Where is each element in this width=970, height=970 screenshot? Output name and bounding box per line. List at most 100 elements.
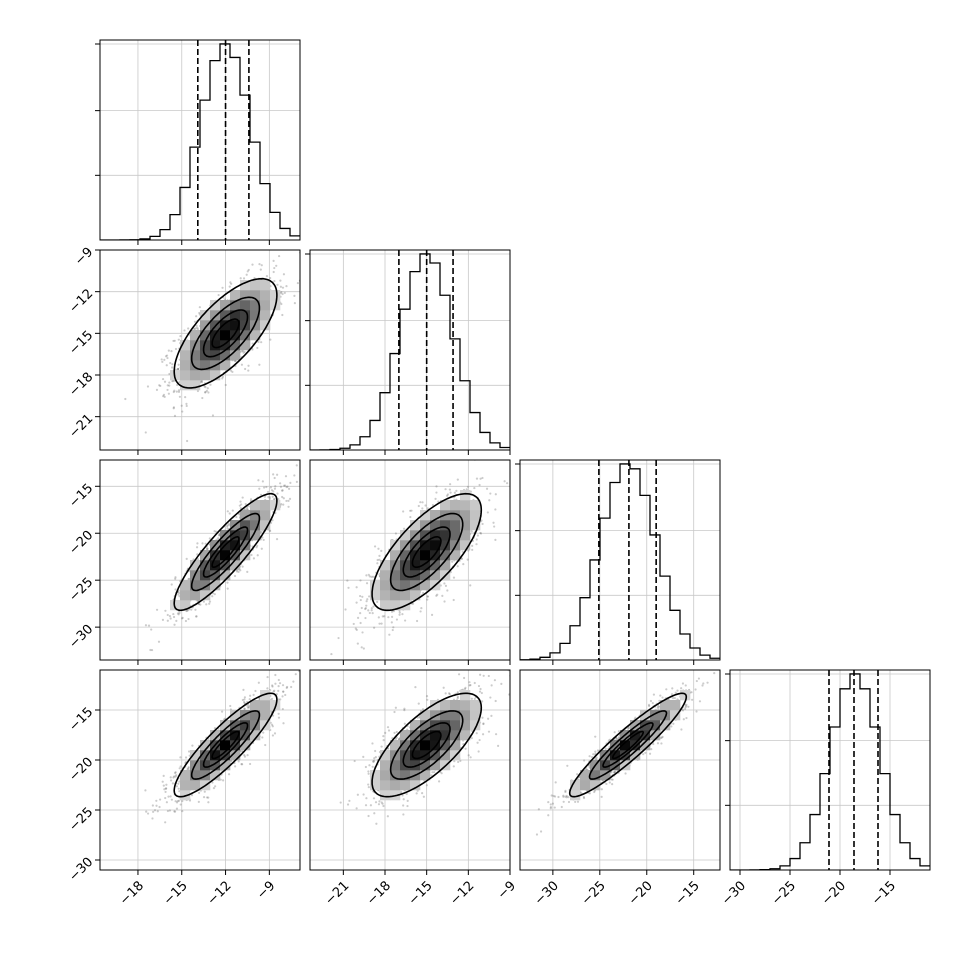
scatter-point	[251, 342, 254, 345]
contour-level-1	[588, 710, 668, 780]
density-cell	[440, 730, 451, 741]
density-cell	[240, 550, 251, 561]
scatter-point	[549, 803, 552, 806]
density-cell	[200, 360, 211, 371]
scatter-point	[373, 757, 376, 760]
density-cell	[200, 760, 211, 771]
scatter-point	[162, 784, 165, 787]
contour-level-2	[602, 722, 654, 768]
scatter-point	[186, 767, 189, 771]
scatter-point	[372, 797, 376, 800]
scatter-point	[221, 375, 225, 378]
density-cell	[200, 570, 211, 581]
scatter-point	[582, 795, 585, 799]
scatter-point	[431, 771, 434, 774]
scatter-point	[564, 790, 567, 794]
scatter-point	[400, 790, 403, 793]
scatter-point	[440, 772, 443, 775]
density-cell	[420, 550, 431, 561]
panel-2-2	[515, 459, 721, 665]
density-cell	[220, 570, 231, 581]
scatter-point	[164, 790, 167, 794]
density-cell	[220, 300, 231, 311]
scatter-point	[208, 537, 211, 540]
scatter-point	[244, 367, 247, 371]
scatter-point	[535, 833, 539, 836]
scatter-point	[258, 263, 261, 266]
density-cell	[410, 590, 421, 601]
scatter-point	[594, 750, 597, 753]
scatter-point	[161, 780, 164, 783]
density-cell	[380, 760, 391, 771]
density-cell	[190, 780, 201, 791]
scatter-point	[273, 689, 276, 692]
scatter-point	[172, 406, 175, 409]
density-cell	[230, 320, 241, 331]
scatter-point	[647, 703, 651, 706]
scatter-point	[615, 737, 618, 740]
scatter-point	[269, 486, 273, 489]
scatter-point	[426, 595, 429, 598]
density-cell	[200, 590, 211, 601]
panel-3-0: −30−25−20−15−18 −15 −12 −9	[66, 669, 301, 908]
scatter-point	[172, 615, 176, 619]
density-cell	[210, 340, 221, 351]
scatter-point	[371, 612, 374, 615]
scatter-point	[446, 589, 449, 592]
panel-frame	[729, 669, 931, 871]
density-cell	[190, 560, 201, 571]
scatter-point	[401, 613, 404, 616]
scatter-point	[512, 478, 514, 480]
scatter-point	[489, 492, 492, 495]
scatter-point	[287, 487, 291, 490]
scatter-point	[195, 546, 199, 549]
scatter-point	[167, 795, 170, 798]
scatter-point	[260, 530, 263, 533]
scatter-point	[576, 773, 579, 776]
scatter-point	[161, 377, 165, 381]
scatter-point	[276, 492, 279, 495]
scatter-point	[166, 619, 169, 622]
scatter-point	[286, 485, 289, 488]
scatter-point	[230, 282, 233, 285]
scatter-point	[552, 794, 555, 798]
scatter-point	[285, 499, 288, 503]
scatter-point	[173, 810, 176, 813]
density-cell	[440, 720, 451, 731]
x-tick-label: −12	[205, 878, 235, 908]
scatter-point	[176, 367, 180, 371]
scatter-point	[281, 707, 284, 711]
scatter-point	[371, 760, 375, 763]
scatter-point	[695, 710, 698, 713]
density-cell	[380, 770, 391, 781]
scatter-point	[475, 543, 478, 546]
scatter-point	[613, 731, 616, 734]
scatter-point	[479, 531, 482, 535]
scatter-point	[259, 268, 262, 271]
density-cell	[370, 580, 381, 591]
scatter-point	[608, 781, 611, 784]
scatter-point	[356, 793, 359, 796]
density-cell	[430, 760, 441, 771]
scatter-point	[277, 716, 281, 719]
density-cell	[230, 350, 241, 361]
scatter-point	[421, 708, 425, 711]
scatter-point	[373, 626, 376, 629]
scatter-point	[628, 727, 631, 730]
scatter-point	[433, 771, 436, 774]
scatter-point	[171, 782, 175, 785]
scatter-point	[245, 273, 248, 276]
density-cell	[250, 710, 261, 721]
density-cell	[220, 360, 231, 371]
scatter-point	[262, 538, 265, 542]
scatter-point	[164, 355, 168, 358]
density-cell	[380, 780, 391, 791]
scatter-point	[368, 575, 371, 578]
scatter-point	[377, 547, 380, 550]
scatter-point	[217, 293, 220, 297]
density-cell	[400, 560, 411, 571]
density-cell	[630, 740, 641, 751]
scatter-point	[287, 499, 290, 502]
density-cell	[240, 310, 251, 321]
scatter-point	[471, 548, 474, 551]
